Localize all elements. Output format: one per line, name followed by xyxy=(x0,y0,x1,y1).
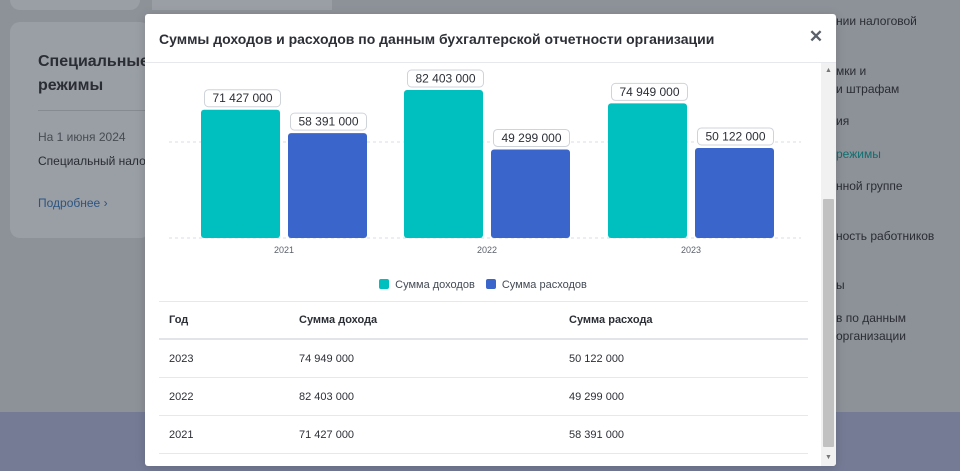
x-tick-label: 2022 xyxy=(477,245,497,255)
card-divider xyxy=(38,110,150,111)
close-icon[interactable]: ✕ xyxy=(808,27,824,46)
data-label: 71 427 000 xyxy=(212,91,272,105)
header-expense: Сумма расхода xyxy=(559,301,808,340)
data-label: 49 299 000 xyxy=(501,131,561,145)
data-label: 58 391 000 xyxy=(298,115,358,129)
more-link-label: Подробнее xyxy=(38,196,101,210)
right-nav-item[interactable]: ия xyxy=(836,114,850,128)
right-nav-item[interactable]: мки и xyxy=(836,64,867,78)
background-card-top xyxy=(10,0,140,10)
bar-expense-2023[interactable] xyxy=(695,147,774,238)
scrollbar-thumb[interactable] xyxy=(823,199,834,447)
cell-year: 2021 xyxy=(159,415,289,454)
data-label-box xyxy=(407,69,484,88)
right-nav-item[interactable]: нии налоговой xyxy=(836,14,917,28)
income-expense-table: Год Сумма дохода Сумма расхода 2023 74 9… xyxy=(159,301,808,454)
legend-item-income[interactable]: Сумма доходов xyxy=(379,279,475,291)
data-label-box xyxy=(204,89,281,108)
card-description: Специальный налоговый режим не применяет… xyxy=(38,154,150,168)
special-regimes-card: Специальные режимы На 1 июня 2024 Специа… xyxy=(10,22,150,238)
right-nav-item[interactable]: в по данным xyxy=(836,311,907,325)
x-tick-label: 2023 xyxy=(681,245,701,255)
scroll-up-arrow-icon[interactable]: ▲ xyxy=(825,67,832,74)
legend-swatch-expense xyxy=(485,279,496,289)
legend-label-income: Сумма доходов xyxy=(395,279,475,291)
more-link[interactable]: Подробнее › xyxy=(38,196,108,210)
modal-scrollbar[interactable]: ▲ ▼ xyxy=(821,63,836,466)
table-header-row: Год Сумма дохода Сумма расхода xyxy=(159,301,808,340)
data-label-box xyxy=(611,82,688,101)
modal-title: Суммы доходов и расходов по данным бухга… xyxy=(159,31,715,47)
cell-expense: 50 122 000 xyxy=(559,339,808,378)
chevron-right-icon: › xyxy=(103,196,108,210)
data-label: 74 949 000 xyxy=(619,85,679,99)
cell-income: 71 427 000 xyxy=(289,415,559,454)
header-income: Сумма дохода xyxy=(289,301,559,340)
table-row: 2021 71 427 000 58 391 000 xyxy=(159,415,808,454)
right-nav-item[interactable]: и штрафам xyxy=(836,82,900,96)
legend-label-expense: Сумма расходов xyxy=(501,279,587,291)
data-label: 50 122 000 xyxy=(705,129,765,143)
bar-income-2021[interactable] xyxy=(201,109,280,238)
bar-chart: 71 427 000 58 391 000 2021 82 403 000 49 299… xyxy=(169,69,801,255)
legend-swatch-income xyxy=(379,279,390,289)
data-label-box xyxy=(493,128,570,147)
scroll-down-arrow-icon[interactable]: ▼ xyxy=(825,454,832,461)
chart-legend: Сумма доходов Сумма расходов xyxy=(145,279,821,291)
header-year: Год xyxy=(159,301,289,340)
background-card-top-2 xyxy=(152,0,332,10)
data-label-box xyxy=(290,112,367,131)
cell-expense: 49 299 000 xyxy=(559,377,808,416)
card-date: На 1 июня 2024 xyxy=(38,130,126,144)
right-nav-item-active[interactable]: режимы xyxy=(836,147,881,161)
data-label-box xyxy=(697,127,774,146)
legend-item-expense[interactable]: Сумма расходов xyxy=(485,279,587,291)
cell-income: 74 949 000 xyxy=(289,339,559,378)
bar-expense-2022[interactable] xyxy=(491,149,570,238)
modal-body: 71 427 000 58 391 000 2021 82 403 000 49 299… xyxy=(145,63,821,466)
card-title: Специальные режимы xyxy=(38,53,149,94)
right-nav: нии налоговой мки и и штрафам ия режимы … xyxy=(836,0,960,412)
cell-expense: 58 391 000 xyxy=(559,415,808,454)
data-label: 82 403 000 xyxy=(415,72,475,86)
cell-year: 2022 xyxy=(159,377,289,416)
bar-income-2022[interactable] xyxy=(404,90,483,238)
right-nav-item[interactable]: ность работников xyxy=(836,229,935,243)
bar-income-2023[interactable] xyxy=(608,103,687,239)
right-nav-item[interactable]: ы xyxy=(836,278,845,292)
bar-expense-2021[interactable] xyxy=(288,133,367,238)
table-row: 2023 74 949 000 50 122 000 xyxy=(159,339,808,378)
income-expense-modal: Суммы доходов и расходов по данным бухга… xyxy=(145,14,836,466)
table-row: 2022 82 403 000 49 299 000 xyxy=(159,377,808,416)
right-nav-item[interactable]: нной группе xyxy=(836,179,903,193)
cell-income: 82 403 000 xyxy=(289,377,559,416)
modal-header: Суммы доходов и расходов по данным бухга… xyxy=(145,14,836,63)
cell-year: 2023 xyxy=(159,339,289,378)
x-tick-label: 2021 xyxy=(274,245,294,255)
right-nav-item[interactable]: организации xyxy=(836,329,906,343)
